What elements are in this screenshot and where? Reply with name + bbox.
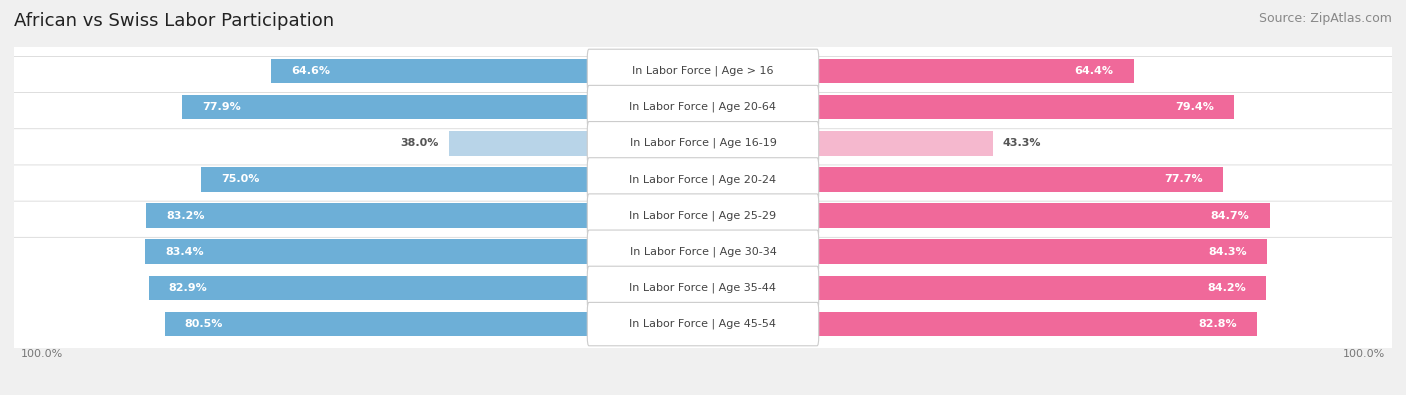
Bar [181,95,703,119]
Text: 80.5%: 80.5% [184,319,224,329]
Bar [146,203,703,228]
Text: In Labor Force | Age 35-44: In Labor Force | Age 35-44 [630,283,776,293]
Text: 82.8%: 82.8% [1198,319,1237,329]
Text: In Labor Force | Age 16-19: In Labor Force | Age 16-19 [630,138,776,149]
FancyBboxPatch shape [588,303,818,346]
FancyBboxPatch shape [7,20,1399,194]
Text: In Labor Force | Age 20-64: In Labor Force | Age 20-64 [630,102,776,112]
FancyBboxPatch shape [588,49,818,92]
Text: 83.4%: 83.4% [166,247,204,257]
FancyBboxPatch shape [588,194,818,237]
Bar [165,312,703,337]
Bar [271,58,703,83]
Text: 43.3%: 43.3% [1002,138,1042,148]
FancyBboxPatch shape [7,56,1399,230]
FancyBboxPatch shape [588,266,818,310]
Bar [449,131,703,156]
Bar [703,312,1257,337]
Text: 84.7%: 84.7% [1211,211,1250,220]
Text: 79.4%: 79.4% [1175,102,1213,112]
Bar [703,203,1270,228]
Text: 64.6%: 64.6% [291,66,330,76]
Text: 77.9%: 77.9% [202,102,240,112]
Bar [703,58,1133,83]
Text: 38.0%: 38.0% [401,138,439,148]
FancyBboxPatch shape [588,230,818,273]
FancyBboxPatch shape [588,122,818,165]
Text: 77.7%: 77.7% [1164,175,1202,184]
Text: 100.0%: 100.0% [21,350,63,359]
Text: 84.3%: 84.3% [1208,247,1247,257]
Bar [703,167,1223,192]
FancyBboxPatch shape [7,237,1399,395]
Text: In Labor Force | Age 20-24: In Labor Force | Age 20-24 [630,174,776,185]
Text: In Labor Force | Age 25-29: In Labor Force | Age 25-29 [630,210,776,221]
Text: In Labor Force | Age 45-54: In Labor Force | Age 45-54 [630,319,776,329]
Text: Source: ZipAtlas.com: Source: ZipAtlas.com [1258,12,1392,25]
Text: 64.4%: 64.4% [1074,66,1114,76]
Bar [703,95,1234,119]
Text: 82.9%: 82.9% [169,283,207,293]
Text: In Labor Force | Age 30-34: In Labor Force | Age 30-34 [630,246,776,257]
Bar [703,131,993,156]
FancyBboxPatch shape [7,0,1399,158]
Text: 75.0%: 75.0% [221,175,260,184]
Text: 83.2%: 83.2% [166,211,205,220]
FancyBboxPatch shape [7,129,1399,303]
Bar [201,167,703,192]
Text: African vs Swiss Labor Participation: African vs Swiss Labor Participation [14,12,335,30]
FancyBboxPatch shape [588,85,818,129]
Text: 100.0%: 100.0% [1343,350,1385,359]
Bar [703,239,1267,264]
FancyBboxPatch shape [7,165,1399,339]
Bar [703,276,1267,300]
FancyBboxPatch shape [7,201,1399,375]
Bar [145,239,703,264]
Text: 84.2%: 84.2% [1208,283,1246,293]
Text: In Labor Force | Age > 16: In Labor Force | Age > 16 [633,66,773,76]
FancyBboxPatch shape [7,92,1399,266]
FancyBboxPatch shape [588,158,818,201]
Bar [149,276,703,300]
